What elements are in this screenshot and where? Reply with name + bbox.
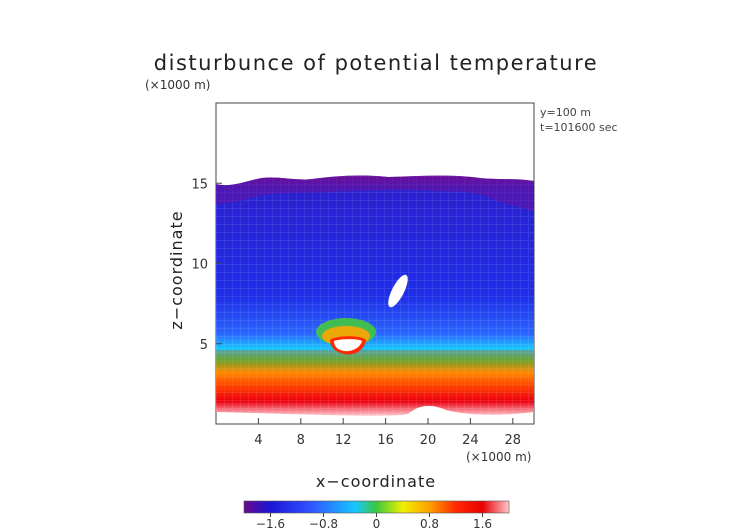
x-unit-label: (×1000 m) bbox=[466, 450, 531, 464]
annotation-y: y=100 m bbox=[540, 106, 591, 119]
annotation-t: t=101600 sec bbox=[540, 121, 618, 134]
y-tick-label: 10 bbox=[191, 258, 208, 273]
x-axis-label: x−coordinate bbox=[316, 472, 436, 491]
colorbar-tick-label: 0.8 bbox=[420, 517, 439, 531]
rising-plume bbox=[388, 274, 408, 308]
y-unit-label: (×1000 m) bbox=[145, 78, 210, 92]
x-axis-ticks: 4 8 12 16 20 24 28 bbox=[254, 418, 521, 448]
x-tick-label: 28 bbox=[505, 433, 522, 448]
heatmap-field bbox=[216, 175, 534, 416]
y-axis-ticks: 5 10 15 bbox=[191, 177, 222, 353]
colorbar-tick-label: −0.8 bbox=[309, 517, 338, 531]
x-tick-label: 8 bbox=[297, 433, 305, 448]
y-axis-label: z−coordinate bbox=[167, 210, 186, 329]
x-tick-label: 16 bbox=[377, 433, 394, 448]
y-tick-label: 15 bbox=[191, 177, 208, 192]
field-top-rim bbox=[216, 175, 534, 212]
x-tick-label: 12 bbox=[335, 433, 352, 448]
colorbar-tick-label: 1.6 bbox=[473, 517, 492, 531]
colorbar-ticks: −1.6 −0.8 0 0.8 1.6 bbox=[256, 513, 492, 531]
chart-title: disturbunce of potential temperature bbox=[154, 51, 598, 75]
x-tick-label: 20 bbox=[420, 433, 437, 448]
colorbar-tick-label: 0 bbox=[373, 517, 381, 531]
x-tick-label: 4 bbox=[254, 433, 262, 448]
x-tick-label: 24 bbox=[462, 433, 479, 448]
colorbar bbox=[243, 500, 510, 514]
y-tick-label: 5 bbox=[200, 338, 208, 353]
colorbar-tick-label: −1.6 bbox=[256, 517, 285, 531]
